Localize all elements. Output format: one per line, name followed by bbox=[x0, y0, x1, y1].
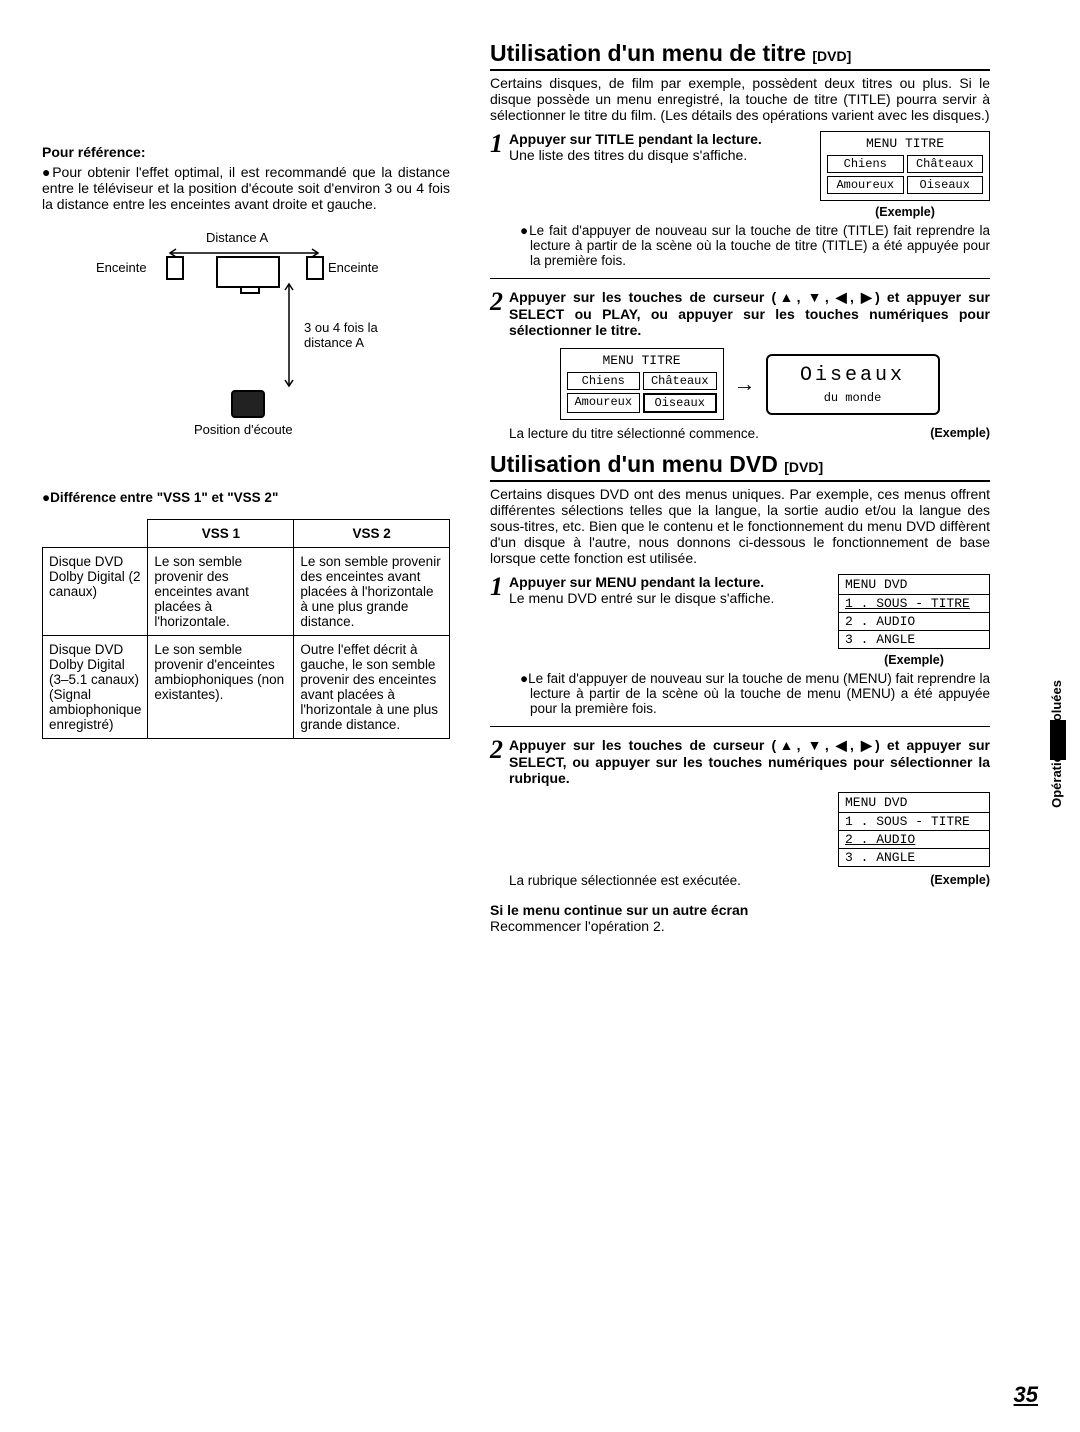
menu-item: Châteaux bbox=[643, 372, 717, 390]
exec-text: La rubrique sélectionnée est exécutée. bbox=[509, 873, 741, 888]
menu-item: Chiens bbox=[827, 155, 904, 173]
table-row: VSS 1 VSS 2 bbox=[43, 520, 450, 548]
reference-heading: Pour référence: bbox=[42, 144, 450, 160]
dvd-menu-item: 3 . ANGLE bbox=[839, 630, 989, 648]
dvd-menu-item: 2 . AUDIO bbox=[839, 830, 989, 848]
vss2-header: VSS 2 bbox=[294, 520, 450, 548]
menu-item: Amoureux bbox=[567, 393, 641, 413]
dvd-menu-intro: Certains disques DVD ont des menus uniqu… bbox=[490, 486, 990, 566]
menu-item: Amoureux bbox=[827, 176, 904, 194]
dvd-step1-title: Appuyer sur MENU pendant la lecture. bbox=[509, 574, 822, 590]
step1-title: Appuyer sur TITLE pendant la lecture. bbox=[509, 131, 804, 147]
playback-text: La lecture du titre sélectionné commence… bbox=[509, 426, 759, 441]
step2-title: Appuyer sur les touches de curseur (▲, ▼… bbox=[509, 289, 990, 338]
divider bbox=[490, 726, 990, 727]
dvd-step1-body: Le menu DVD entré sur le disque s'affich… bbox=[509, 590, 822, 606]
menu-item: Oiseaux bbox=[907, 176, 984, 194]
continue-body: Recommencer l'opération 2. bbox=[490, 918, 990, 934]
title-menu-heading-text: Utilisation d'un menu de titre bbox=[490, 40, 806, 66]
example-label: (Exemple) bbox=[838, 653, 990, 667]
title-step1: 1 Appuyer sur TITLE pendant la lecture. … bbox=[490, 131, 990, 219]
example-label: (Exemple) bbox=[930, 426, 990, 441]
reference-text: ●Pour obtenir l'effet optimal, il est re… bbox=[42, 164, 450, 212]
menu-item: Chiens bbox=[567, 372, 641, 390]
row1-vss1: Le son semble provenir des enceintes ava… bbox=[148, 548, 294, 636]
side-tab-label: Opérations évoluées bbox=[1049, 680, 1064, 808]
vss-diff-heading: ●Différence entre "VSS 1" et "VSS 2" bbox=[42, 490, 450, 505]
vss-table: VSS 1 VSS 2 Disque DVD Dolby Digital (2 … bbox=[42, 519, 450, 739]
row2-vss2: Outre l'effet décrit à gauche, le son se… bbox=[294, 636, 450, 739]
dvd-menu-item: 3 . ANGLE bbox=[839, 848, 989, 866]
menu-item: Oiseaux bbox=[643, 393, 717, 413]
speaker-left-icon bbox=[166, 256, 184, 280]
selected-title-box: Oiseaux du monde bbox=[766, 354, 940, 415]
speaker-right-icon bbox=[306, 256, 324, 280]
dvd-note: ●Le fait d'appuyer de nouveau sur la tou… bbox=[510, 671, 990, 716]
vss1-header: VSS 1 bbox=[148, 520, 294, 548]
title-menu-heading: Utilisation d'un menu de titre [DVD] bbox=[490, 40, 990, 71]
speaker-left-label: Enceinte bbox=[96, 260, 147, 275]
menu-titre-box-2: MENU TITRE Chiens Châteaux Amoureux Oise… bbox=[560, 348, 724, 420]
row2-label: Disque DVD Dolby Digital (3–5.1 canaux) … bbox=[43, 636, 148, 739]
dvd-menu-heading: Utilisation d'un menu DVD [DVD] bbox=[490, 451, 990, 482]
dvd-menu-item: 1 . SOUS - TITRE bbox=[839, 812, 989, 830]
menu-titre-box: MENU TITRE Chiens Châteaux Amoureux Oise… bbox=[820, 131, 990, 201]
row1-label: Disque DVD Dolby Digital (2 canaux) bbox=[43, 548, 148, 636]
speaker-diagram: Distance A Enceinte Enceinte 3 ou 4 fois… bbox=[96, 230, 396, 450]
page-number: 35 bbox=[1014, 1382, 1038, 1408]
row2-vss1: Le son semble provenir d'enceintes ambio… bbox=[148, 636, 294, 739]
left-column: Pour référence: ●Pour obtenir l'effet op… bbox=[42, 140, 450, 739]
speaker-right-label: Enceinte bbox=[328, 260, 379, 275]
dvd-step2: 2 Appuyer sur les touches de curseur (▲,… bbox=[490, 737, 990, 888]
dvd-menu-item: 2 . AUDIO bbox=[839, 612, 989, 630]
table-row: Disque DVD Dolby Digital (3–5.1 canaux) … bbox=[43, 636, 450, 739]
selected-subtitle: du monde bbox=[778, 391, 928, 405]
row1-vss2: Le son semble provenir des enceintes ava… bbox=[294, 548, 450, 636]
continue-heading: Si le menu continue sur un autre écran bbox=[490, 902, 990, 918]
selected-title: Oiseaux bbox=[778, 364, 928, 387]
menu-item: Châteaux bbox=[907, 155, 984, 173]
menu-titre-title: MENU TITRE bbox=[827, 136, 983, 151]
dvd-menu-item: 1 . SOUS - TITRE bbox=[839, 594, 989, 612]
title-note1: ●Le fait d'appuyer de nouveau sur la tou… bbox=[510, 223, 990, 268]
dvd-menu-header: MENU DVD bbox=[839, 575, 989, 594]
example-label: (Exemple) bbox=[820, 205, 990, 219]
tv-icon bbox=[216, 256, 280, 288]
step-number-2: 2 bbox=[490, 289, 503, 315]
dvd-step1: 1 Appuyer sur MENU pendant la lecture. L… bbox=[490, 574, 990, 667]
dvd-menu-box-2: MENU DVD 1 . SOUS - TITRE 2 . AUDIO 3 . … bbox=[838, 792, 990, 867]
dvd-tag: [DVD] bbox=[784, 459, 823, 475]
dvd-menu-box: MENU DVD 1 . SOUS - TITRE 2 . AUDIO 3 . … bbox=[838, 574, 990, 649]
distance-vertical-arrow bbox=[282, 280, 296, 390]
menu-titre-title: MENU TITRE bbox=[567, 353, 717, 368]
distance-multiplier-label: 3 ou 4 fois la distance A bbox=[304, 320, 414, 350]
divider bbox=[490, 278, 990, 279]
right-column: Utilisation d'un menu de titre [DVD] Cer… bbox=[490, 40, 990, 934]
table-row: Disque DVD Dolby Digital (2 canaux) Le s… bbox=[43, 548, 450, 636]
distance-a-arrow bbox=[166, 248, 322, 258]
distance-a-label: Distance A bbox=[206, 230, 268, 245]
title-menu-intro: Certains disques, de film par exemple, p… bbox=[490, 75, 990, 123]
listening-position-label: Position d'écoute bbox=[194, 422, 293, 437]
arrow-right-icon: → bbox=[734, 371, 756, 397]
listener-icon bbox=[231, 390, 265, 418]
dvd-menu-header: MENU DVD bbox=[839, 793, 989, 812]
dvd-step2-title: Appuyer sur les touches de curseur (▲, ▼… bbox=[509, 737, 990, 786]
example-label: (Exemple) bbox=[930, 873, 990, 888]
dvd-tag: [DVD] bbox=[812, 48, 851, 64]
title-step2: 2 Appuyer sur les touches de curseur (▲,… bbox=[490, 289, 990, 441]
step-number-1: 1 bbox=[490, 131, 503, 157]
step-number-1: 1 bbox=[490, 574, 503, 600]
step1-body: Une liste des titres du disque s'affiche… bbox=[509, 147, 804, 163]
dvd-menu-heading-text: Utilisation d'un menu DVD bbox=[490, 451, 778, 477]
step-number-2: 2 bbox=[490, 737, 503, 763]
